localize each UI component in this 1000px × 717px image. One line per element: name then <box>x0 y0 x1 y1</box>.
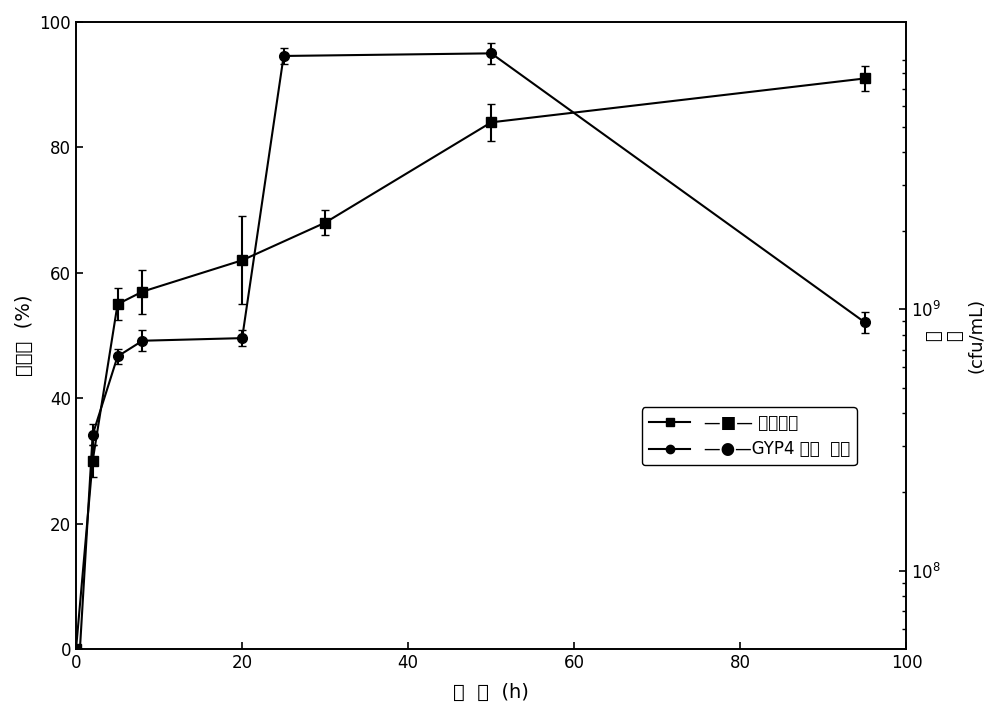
X-axis label: 时  间  (h): 时 间 (h) <box>453 683 529 702</box>
Legend: —■— 降解曲线, —●—GYP4 生长  曲线: —■— 降解曲线, —●—GYP4 生长 曲线 <box>642 407 857 465</box>
Y-axis label: 降解率  (%): 降解率 (%) <box>15 295 34 376</box>
Y-axis label: 菌
量
(cfu/mL): 菌 量 (cfu/mL) <box>925 298 985 373</box>
